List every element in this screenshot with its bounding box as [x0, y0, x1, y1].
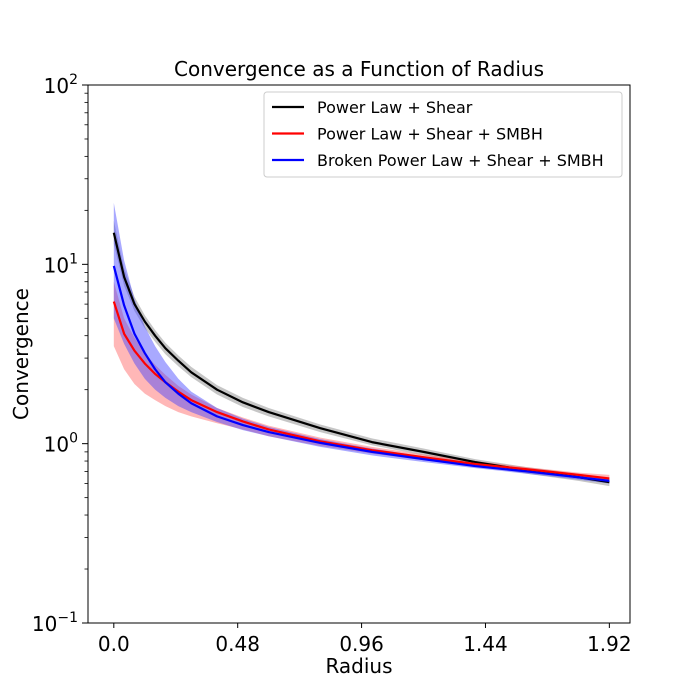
legend-label-power-law-shear-smbh: Power Law + Shear + SMBH [317, 125, 543, 144]
legend: Power Law + Shear Power Law + Shear + SMB… [263, 91, 623, 178]
x-axis-ticks: 0.0 0.48 0.96 1.44 1.92 [98, 623, 632, 656]
y-tick-label: 101 [44, 251, 78, 277]
bands-layer [113, 202, 610, 487]
y-axis-label: Convergence [9, 288, 33, 420]
plot-frame [87, 84, 631, 624]
x-axis-label: Radius [325, 654, 392, 678]
y-tick-label: 100 [44, 431, 78, 457]
lines-layer [112, 232, 610, 484]
y-tick-label: 102 [44, 72, 78, 98]
legend-label-broken-power-law-shear-smbh: Broken Power Law + Shear + SMBH [317, 151, 604, 170]
line-power-law-shear-smbh [112, 301, 610, 480]
x-tick-label: 1.92 [587, 632, 632, 656]
line-broken-power-law-shear-smbh [112, 265, 610, 482]
legend-box [263, 91, 623, 178]
chart-title: Convergence as a Function of Radius [174, 57, 544, 81]
x-tick-label: 0.48 [215, 632, 260, 656]
x-tick-label: 0.0 [98, 632, 130, 656]
line-power-law-shear [112, 232, 610, 484]
x-tick-label: 0.96 [339, 632, 384, 656]
y-tick-label: 10−1 [32, 610, 78, 636]
y-axis-ticks: 10−1 100 101 102 [32, 72, 88, 636]
legend-label-power-law-shear: Power Law + Shear [317, 98, 473, 117]
x-tick-label: 1.44 [463, 632, 508, 656]
